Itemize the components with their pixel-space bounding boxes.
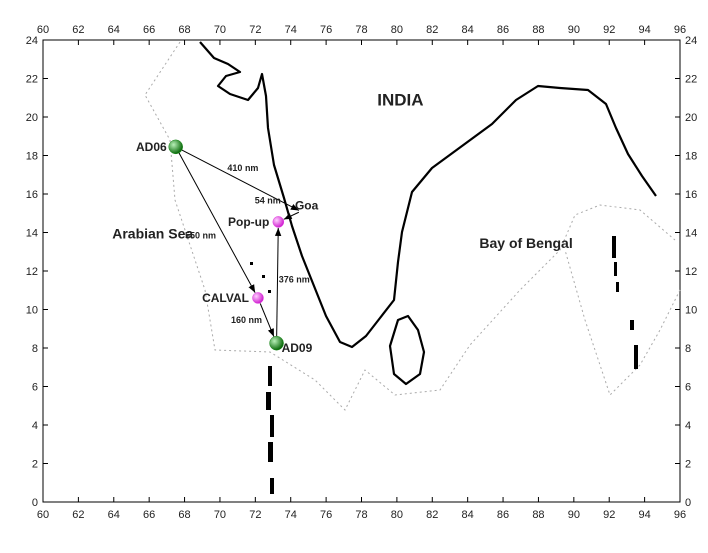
route-arrow <box>178 152 256 293</box>
y-tick-label: 22 <box>685 74 697 86</box>
x-tick-label: 66 <box>143 24 155 36</box>
y-tick-label: 12 <box>26 266 38 278</box>
y-tick-label: 2 <box>32 459 38 471</box>
station-marker <box>272 216 285 228</box>
x-tick-label: 74 <box>285 24 297 36</box>
y-tick-label: 10 <box>685 305 697 317</box>
y-tick-label: 18 <box>685 151 697 163</box>
routes <box>178 149 300 337</box>
y-tick-label: 24 <box>26 35 38 47</box>
station-marker <box>269 335 284 351</box>
y-tick-label: 16 <box>685 189 697 201</box>
y-tick-label: 20 <box>685 112 697 124</box>
x-tick-label: 80 <box>391 24 403 36</box>
y-tick-label: 0 <box>32 497 38 509</box>
x-tick-label: 78 <box>355 509 367 521</box>
x-tick-label: 88 <box>532 509 544 521</box>
y-tick-label: 6 <box>32 382 38 394</box>
x-tick-label: 68 <box>178 24 190 36</box>
coastline <box>199 41 657 386</box>
route-arrow <box>274 227 282 337</box>
x-tick-label: 68 <box>178 509 190 521</box>
distance-label: 550 nm <box>185 230 216 240</box>
region-label: INDIA <box>377 90 423 109</box>
x-tick-label: 86 <box>497 509 509 521</box>
distance-label: 54 nm <box>255 196 281 206</box>
y-tick-label: 14 <box>685 228 697 240</box>
y-tick-label: 2 <box>685 459 691 471</box>
x-tick-label: 76 <box>320 509 332 521</box>
x-tick-label: 92 <box>603 24 615 36</box>
x-tick-label: 76 <box>320 24 332 36</box>
route-arrow <box>283 211 300 220</box>
y-tick-label: 0 <box>685 497 691 509</box>
x-tick-label: 70 <box>214 24 226 36</box>
y-tick-label: 20 <box>26 112 38 124</box>
x-tick-label: 78 <box>355 24 367 36</box>
y-tick-label: 6 <box>685 382 691 394</box>
x-tick-label: 60 <box>37 24 49 36</box>
station-label: AD06 <box>136 140 167 154</box>
station-label: CALVAL <box>202 291 249 305</box>
station-label: Pop-up <box>228 215 269 229</box>
station-label: AD09 <box>282 341 313 355</box>
x-tick-label: 96 <box>674 509 686 521</box>
x-tick-label: 62 <box>72 509 84 521</box>
y-tick-label: 4 <box>32 420 38 432</box>
islands <box>250 236 638 494</box>
x-tick-label: 96 <box>674 24 686 36</box>
distance-label: 376 nm <box>279 275 310 285</box>
x-tick-label: 72 <box>249 24 261 36</box>
x-tick-label: 60 <box>37 509 49 521</box>
y-tick-label: 14 <box>26 228 38 240</box>
region-label: Bay of Bengal <box>479 235 572 251</box>
region-label: Goa <box>295 198 319 212</box>
y-tick-label: 4 <box>685 420 691 432</box>
y-tick-label: 12 <box>685 266 697 278</box>
x-tick-label: 62 <box>72 24 84 36</box>
x-tick-label: 90 <box>568 509 580 521</box>
x-tick-label: 70 <box>214 509 226 521</box>
x-tick-label: 92 <box>603 509 615 521</box>
station-marker <box>252 292 264 304</box>
y-tick-label: 22 <box>26 74 38 86</box>
x-tick-label: 64 <box>108 24 120 36</box>
distance-label: 160 nm <box>231 315 262 325</box>
y-tick-label: 10 <box>26 305 38 317</box>
x-tick-label: 82 <box>426 509 438 521</box>
x-tick-label: 90 <box>568 24 580 36</box>
y-tick-label: 16 <box>26 189 38 201</box>
route-arrow <box>259 303 275 337</box>
eez-boundary <box>144 41 681 411</box>
x-tick-label: 94 <box>638 24 650 36</box>
y-tick-label: 18 <box>26 151 38 163</box>
x-tick-label: 80 <box>391 509 403 521</box>
x-tick-label: 82 <box>426 24 438 36</box>
frame <box>42 39 681 503</box>
x-tick-label: 84 <box>462 24 474 36</box>
distance-label: 410 nm <box>227 163 258 173</box>
x-tick-label: 94 <box>638 509 650 521</box>
station-marker <box>168 139 183 155</box>
x-tick-label: 84 <box>462 509 474 521</box>
y-tick-label: 24 <box>685 35 697 47</box>
y-tick-label: 8 <box>685 343 691 355</box>
x-tick-label: 66 <box>143 509 155 521</box>
region-label: Arabian Sea <box>112 225 193 241</box>
x-tick-label: 64 <box>108 509 120 521</box>
route-arrow <box>181 149 300 211</box>
x-tick-label: 72 <box>249 509 261 521</box>
x-tick-label: 74 <box>285 509 297 521</box>
y-tick-label: 8 <box>32 343 38 355</box>
x-tick-label: 88 <box>532 24 544 36</box>
x-tick-label: 86 <box>497 24 509 36</box>
